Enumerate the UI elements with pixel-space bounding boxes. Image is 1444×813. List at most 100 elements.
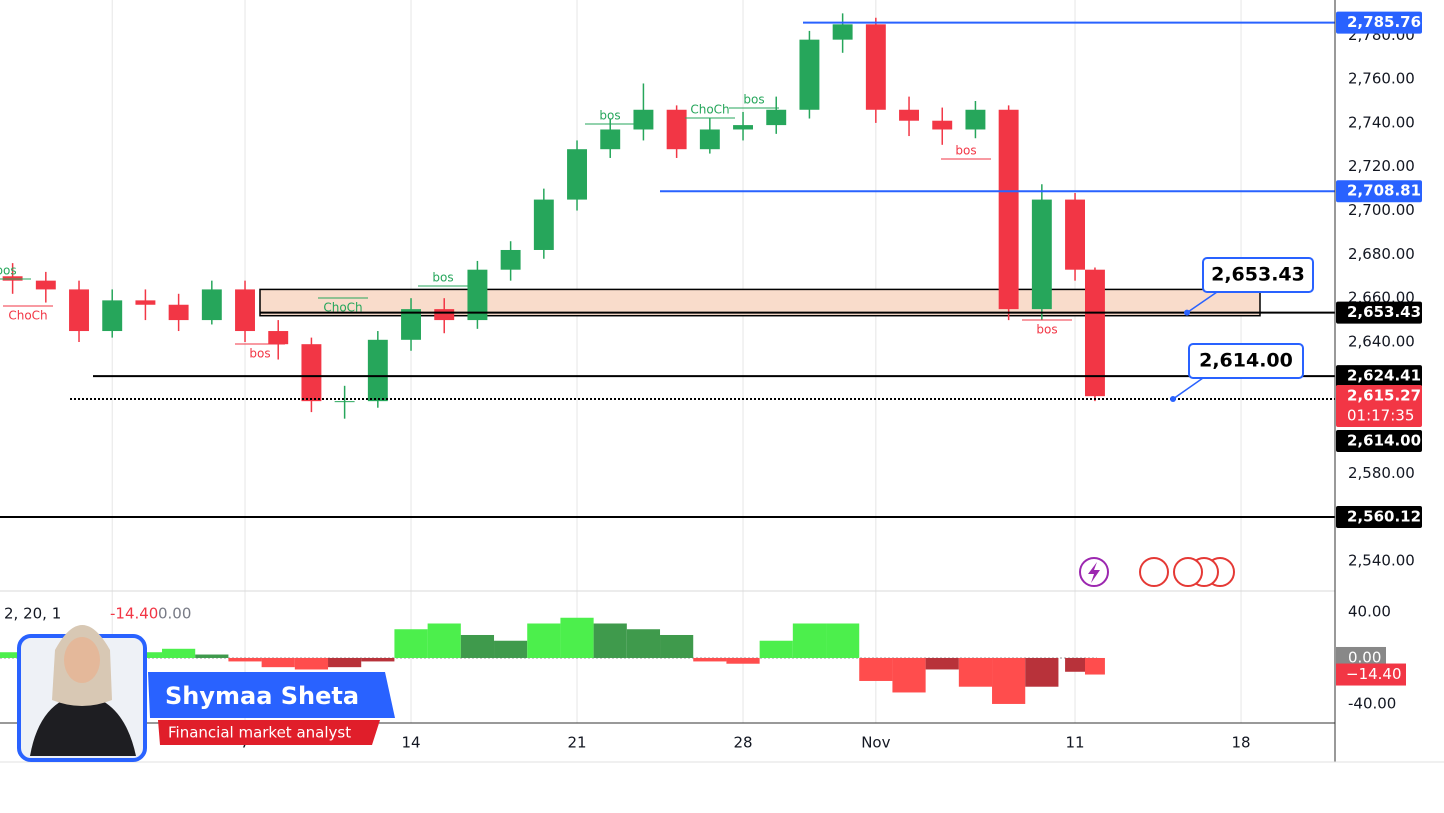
- price-label: 2,615.27: [1347, 387, 1421, 405]
- histogram-bar: [726, 657, 760, 664]
- candle-body: [334, 401, 355, 403]
- candle-body: [666, 109, 687, 150]
- candle-body: [766, 109, 787, 126]
- candle-body: [832, 24, 853, 40]
- countdown: 01:17:35: [1347, 407, 1414, 425]
- candle-body: [1084, 269, 1105, 397]
- zero-label-bg: [1336, 646, 1386, 669]
- histogram-bar: [660, 634, 694, 658]
- event-icons: [1079, 557, 1235, 587]
- histogram-bar: [792, 623, 827, 658]
- price-label-bg: [1336, 11, 1422, 34]
- role-banner: [158, 720, 380, 745]
- histogram-bar: [427, 623, 461, 658]
- histogram-bar: [261, 657, 295, 668]
- annotation: ChoCh: [323, 301, 362, 315]
- histogram-bar: [992, 657, 1026, 704]
- candle-body: [733, 125, 753, 130]
- indicator-params: 2, 20, 1: [4, 605, 61, 623]
- annotation: bos: [1036, 323, 1057, 337]
- indicator-value: -14.40: [110, 605, 158, 623]
- y-tick-label: 2,700.00: [1348, 201, 1415, 219]
- candle-body: [367, 339, 388, 402]
- candle-body: [865, 24, 886, 110]
- histogram-bar: [826, 623, 860, 658]
- candle-body: [699, 129, 720, 150]
- histogram-bar: [328, 657, 362, 668]
- callout-box: [1202, 257, 1314, 293]
- y-tick-label: 2,720.00: [1348, 157, 1415, 175]
- y-tick-label: 0.00: [1348, 648, 1381, 666]
- grid: [111, 0, 1242, 723]
- candle-body: [799, 39, 820, 110]
- histogram-bar: [1025, 657, 1059, 687]
- x-tick-label: 21: [567, 734, 586, 752]
- histogram-bar: [958, 657, 993, 687]
- candle-body: [932, 120, 953, 130]
- x-tick-label: 11: [1065, 734, 1084, 752]
- histogram-bar: [494, 640, 528, 658]
- x-tick-label: 28: [733, 734, 752, 752]
- y-tick-label: 2,580.00: [1348, 464, 1415, 482]
- callout-label: 2,653.43: [1211, 264, 1305, 286]
- histogram-bar: [394, 629, 428, 658]
- price-label-bg: [1336, 301, 1422, 324]
- x-tick-label: 14: [401, 734, 420, 752]
- y-tick-label: 2,680.00: [1348, 245, 1415, 263]
- price-label-bg: [1336, 385, 1422, 427]
- price-label: 2,624.41: [1347, 367, 1421, 385]
- histogram-bar: [859, 657, 893, 681]
- y-tick-label: -40.00: [1348, 694, 1396, 712]
- candle-body: [168, 304, 189, 321]
- histogram-bar: [892, 657, 926, 693]
- price-label-bg: [1336, 506, 1422, 529]
- photo-body: [30, 694, 136, 756]
- x-tick-label: Nov: [861, 734, 890, 752]
- candle-body: [2, 276, 23, 281]
- histogram-bar: [593, 623, 627, 658]
- candle-body: [998, 109, 1019, 310]
- annotation: bos: [249, 347, 270, 361]
- price-label-bg: [1336, 180, 1422, 203]
- candle-body: [899, 109, 919, 121]
- x-tick-label: 18: [1231, 734, 1250, 752]
- candle-body: [301, 344, 322, 402]
- candle-body: [1031, 199, 1052, 310]
- y-tick-label: 2,640.00: [1348, 332, 1415, 350]
- candle-body: [965, 109, 986, 130]
- candle-body: [1065, 199, 1085, 270]
- histogram-bar: [0, 652, 30, 658]
- annotation: bos: [0, 264, 17, 278]
- histogram-bar: [1065, 657, 1085, 672]
- annotation: ChoCh: [8, 309, 47, 323]
- candle-body: [201, 289, 222, 321]
- current-label: −14.40: [1346, 665, 1402, 683]
- histogram-bar: [195, 654, 229, 658]
- annotation: bos: [432, 271, 453, 285]
- price-label: 2,614.00: [1347, 432, 1421, 450]
- candle-body: [500, 249, 521, 270]
- name-banner: [148, 672, 395, 718]
- flag-icon: [1173, 557, 1203, 587]
- histogram-bar: [626, 629, 661, 658]
- histogram-bar: [361, 657, 395, 662]
- callout-anchor: [1184, 309, 1190, 316]
- histogram-bar: [925, 657, 959, 670]
- histogram-bar: [460, 634, 495, 658]
- annotation: ChoCh: [690, 103, 729, 117]
- histogram-bar: [162, 648, 196, 658]
- price-label: 2,560.12: [1347, 508, 1421, 526]
- y-tick-label: 2,540.00: [1348, 552, 1415, 570]
- annotation: bos: [955, 144, 976, 158]
- y-tick-label: 2,740.00: [1348, 113, 1415, 131]
- presenter-card: Shymaa Sheta Financial market analyst: [17, 625, 395, 762]
- callout-anchor: [1170, 395, 1176, 402]
- presenter-role: Financial market analyst: [168, 724, 351, 742]
- callout-box: [1188, 343, 1304, 379]
- candle-body: [135, 300, 156, 305]
- candle-body: [567, 149, 587, 200]
- price-label: 2,653.43: [1347, 303, 1421, 321]
- indicator-value: 0.00: [158, 605, 191, 623]
